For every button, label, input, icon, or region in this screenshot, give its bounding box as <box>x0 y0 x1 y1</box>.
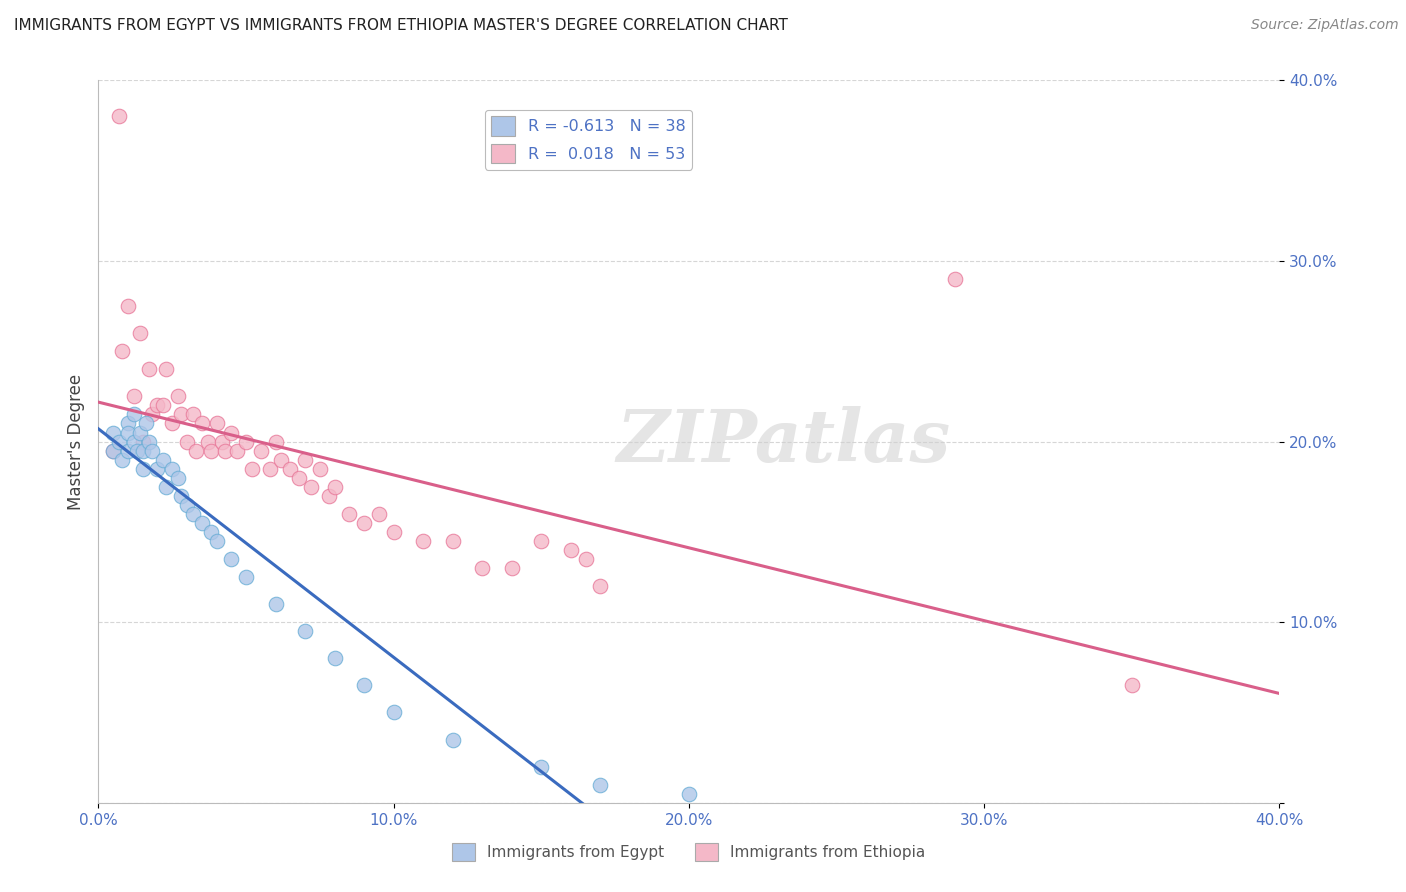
Point <box>132 461 155 475</box>
Point <box>155 480 177 494</box>
Point <box>270 452 292 467</box>
Point <box>146 461 169 475</box>
Point <box>214 443 236 458</box>
Point <box>323 480 346 494</box>
Point <box>167 389 190 403</box>
Text: IMMIGRANTS FROM EGYPT VS IMMIGRANTS FROM ETHIOPIA MASTER'S DEGREE CORRELATION CH: IMMIGRANTS FROM EGYPT VS IMMIGRANTS FROM… <box>14 18 787 33</box>
Point <box>235 434 257 449</box>
Point <box>299 480 322 494</box>
Point <box>200 524 222 539</box>
Point <box>176 498 198 512</box>
Point <box>589 579 612 593</box>
Point <box>323 651 346 665</box>
Point <box>221 425 243 440</box>
Point <box>560 542 582 557</box>
Point <box>162 461 183 475</box>
Point <box>141 408 163 422</box>
Point <box>943 272 966 286</box>
Point <box>264 434 287 449</box>
Point <box>117 443 139 458</box>
Point <box>530 533 553 548</box>
Point <box>259 461 281 475</box>
Point <box>191 516 214 530</box>
Point <box>226 443 249 458</box>
Point <box>309 461 332 475</box>
Point <box>678 787 700 801</box>
Point <box>200 443 222 458</box>
Point <box>501 561 523 575</box>
Point <box>280 461 302 475</box>
Text: ZIPatlas: ZIPatlas <box>616 406 950 477</box>
Point <box>205 417 228 431</box>
Point <box>103 425 125 440</box>
Point <box>589 778 612 792</box>
Point <box>111 344 134 359</box>
Point <box>170 489 193 503</box>
Point <box>155 362 177 376</box>
Point <box>170 408 193 422</box>
Point <box>240 461 263 475</box>
Point <box>339 507 361 521</box>
Point <box>294 624 316 639</box>
Point <box>441 533 464 548</box>
Y-axis label: Master's Degree: Master's Degree <box>66 374 84 509</box>
Point <box>235 570 257 584</box>
Point <box>111 452 134 467</box>
Point <box>122 408 145 422</box>
Point <box>138 434 160 449</box>
Text: Source: ZipAtlas.com: Source: ZipAtlas.com <box>1251 18 1399 32</box>
Point <box>108 434 131 449</box>
Point <box>294 452 316 467</box>
Point <box>103 443 125 458</box>
Point <box>103 443 125 458</box>
Point <box>1121 678 1143 692</box>
Point <box>135 417 157 431</box>
Point <box>205 533 228 548</box>
Point <box>167 471 190 485</box>
Point <box>146 398 169 412</box>
Legend: Immigrants from Egypt, Immigrants from Ethiopia: Immigrants from Egypt, Immigrants from E… <box>446 837 932 867</box>
Point <box>132 443 155 458</box>
Point <box>221 552 243 566</box>
Point <box>108 109 131 123</box>
Point <box>412 533 434 548</box>
Point <box>117 299 139 313</box>
Point <box>132 434 155 449</box>
Point <box>181 507 204 521</box>
Point <box>368 507 391 521</box>
Point <box>471 561 494 575</box>
Point <box>264 597 287 611</box>
Point <box>211 434 233 449</box>
Point <box>162 417 183 431</box>
Point <box>184 443 207 458</box>
Point <box>181 408 204 422</box>
Point <box>382 706 405 720</box>
Point <box>141 443 163 458</box>
Point <box>125 443 148 458</box>
Point <box>382 524 405 539</box>
Point <box>318 489 340 503</box>
Point <box>128 326 150 340</box>
Point <box>353 678 375 692</box>
Point <box>575 552 598 566</box>
Point <box>152 452 174 467</box>
Point <box>191 417 214 431</box>
Point <box>530 760 553 774</box>
Point <box>122 389 145 403</box>
Point <box>176 434 198 449</box>
Point <box>128 425 150 440</box>
Point <box>250 443 273 458</box>
Point <box>288 471 311 485</box>
Point <box>122 434 145 449</box>
Point <box>353 516 375 530</box>
Point <box>441 732 464 747</box>
Point <box>117 425 139 440</box>
Point <box>152 398 174 412</box>
Point <box>138 362 160 376</box>
Point <box>197 434 219 449</box>
Point <box>117 417 139 431</box>
